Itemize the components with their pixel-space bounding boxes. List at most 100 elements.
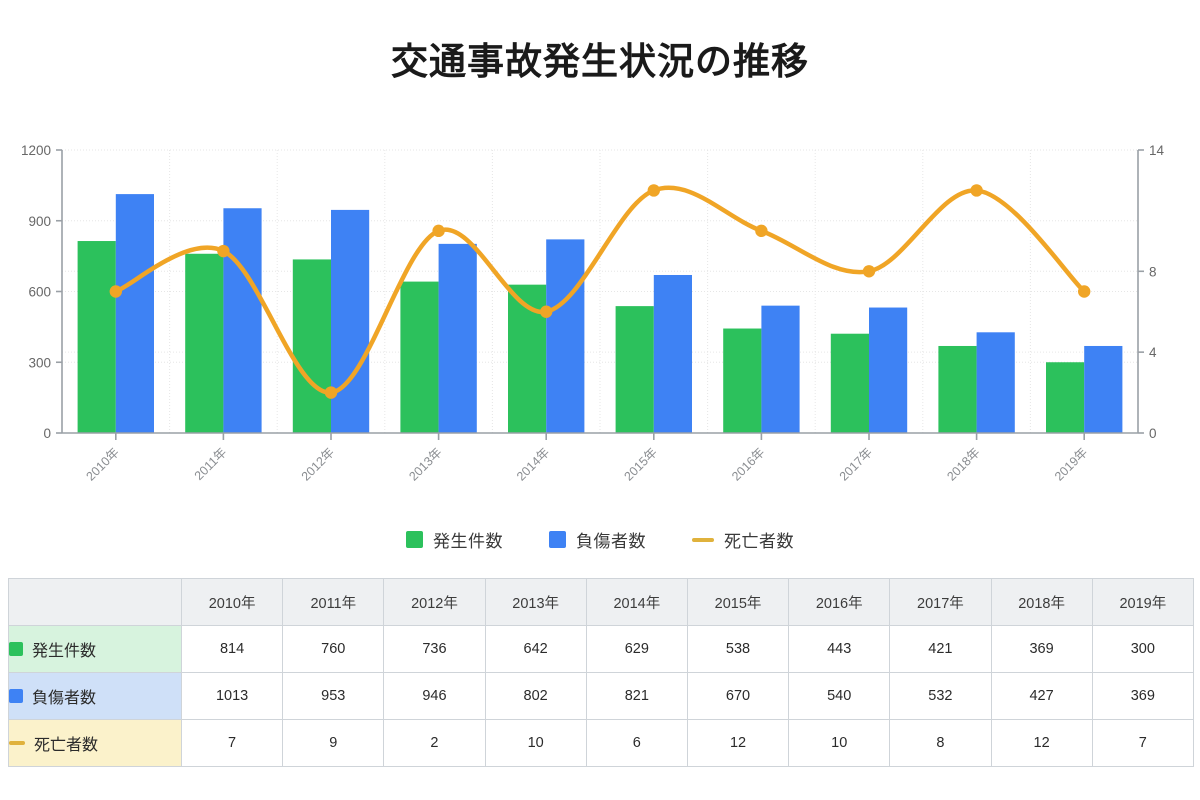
table-cell: 7 bbox=[180, 719, 284, 767]
bar-occurrences[interactable] bbox=[185, 253, 224, 433]
table-cell: 7 bbox=[1091, 719, 1195, 767]
legend-item-2[interactable]: 負傷者数 bbox=[549, 527, 646, 552]
line-marker-deaths[interactable] bbox=[1078, 285, 1091, 298]
bar-injured[interactable] bbox=[223, 208, 262, 433]
bar-occurrences[interactable] bbox=[508, 284, 547, 433]
legend-label: 発生件数 bbox=[433, 532, 503, 551]
table-row-label: 負傷者数 bbox=[32, 690, 97, 707]
bar-occurrences[interactable] bbox=[400, 281, 439, 433]
table-cell: 369 bbox=[990, 625, 1093, 673]
legend-line-marker-icon bbox=[692, 537, 714, 542]
line-marker-deaths[interactable] bbox=[324, 386, 338, 399]
axis-tick-label-x: 2015年 bbox=[622, 445, 660, 483]
table-cell: 540 bbox=[788, 672, 891, 720]
table-cell: 12 bbox=[990, 719, 1093, 767]
table-col-header: 2014年 bbox=[585, 578, 688, 626]
legend-label: 負傷者数 bbox=[576, 532, 646, 551]
legend-swatch-icon bbox=[549, 531, 566, 548]
table-cell: 8 bbox=[889, 719, 992, 767]
bar-occurrences[interactable] bbox=[77, 241, 116, 433]
bar-injured[interactable] bbox=[976, 332, 1015, 433]
axis-tick-label-x: 2016年 bbox=[729, 445, 767, 483]
bar-injured[interactable] bbox=[438, 243, 477, 433]
bar-occurrences[interactable] bbox=[292, 259, 331, 433]
table-cell: 814 bbox=[180, 625, 284, 673]
table-row-header: 負傷者数 bbox=[8, 672, 182, 720]
line-marker-deaths[interactable] bbox=[970, 184, 983, 197]
table-cell: 10 bbox=[484, 719, 587, 767]
table-cell: 532 bbox=[889, 672, 992, 720]
axis-tick-label-left: 1200 bbox=[21, 143, 51, 158]
row-swatch-icon bbox=[9, 642, 23, 656]
line-deaths[interactable] bbox=[113, 185, 1087, 395]
line-marker-deaths[interactable] bbox=[647, 184, 660, 197]
table-row-header: 発生件数 bbox=[8, 625, 182, 673]
table-cell: 538 bbox=[686, 625, 790, 673]
chart-container: 0 300 600 900 1200 0 4 8 14 2010年 2011年 2012年 2013年 2… bbox=[0, 130, 1200, 510]
table-row: 死亡者数 7 9 2 10 6 12 10 8 12 7 bbox=[8, 719, 1195, 767]
bar-occurrences[interactable] bbox=[830, 333, 869, 433]
page-title: 交通事故発生状況の推移 bbox=[391, 41, 809, 82]
bar-injured[interactable] bbox=[761, 305, 800, 433]
bar-injured[interactable] bbox=[869, 307, 908, 433]
line-marker-deaths[interactable] bbox=[432, 224, 445, 238]
table-col-header: 2016年 bbox=[788, 578, 891, 626]
axis-tick-label-right: 8 bbox=[1149, 264, 1157, 279]
table-cell: 9 bbox=[282, 719, 385, 767]
row-swatch-icon bbox=[9, 689, 23, 703]
bar-occurrences[interactable] bbox=[938, 345, 977, 433]
axis-tick-label-left: 300 bbox=[28, 355, 51, 370]
axis-tick-label-right: 0 bbox=[1149, 426, 1157, 441]
legend-item-1[interactable]: 発生件数 bbox=[406, 527, 503, 552]
bar-occurrences[interactable] bbox=[1046, 362, 1085, 433]
table-col-header: 2010年 bbox=[180, 578, 284, 626]
axis-tick-label-x: 2011年 bbox=[192, 445, 230, 483]
bar-injured[interactable] bbox=[115, 194, 154, 433]
table-cell: 953 bbox=[282, 672, 385, 720]
table-cell: 821 bbox=[585, 672, 688, 720]
table-cell: 736 bbox=[383, 625, 486, 673]
axis-tick-label-x: 2012年 bbox=[299, 445, 337, 483]
table-col-header: 2012年 bbox=[383, 578, 486, 626]
table-cell: 1013 bbox=[180, 672, 284, 720]
table-col-header: 2019年 bbox=[1091, 578, 1195, 626]
legend-label: 死亡者数 bbox=[724, 532, 794, 551]
axis-tick-label-x: 2019年 bbox=[1052, 445, 1090, 483]
row-line-marker-icon bbox=[9, 741, 25, 745]
table-cell: 443 bbox=[788, 625, 891, 673]
axis-tick-label-x: 2013年 bbox=[406, 445, 444, 483]
table-cell: 670 bbox=[686, 672, 790, 720]
table-row-label: 死亡者数 bbox=[34, 737, 99, 754]
bar-injured[interactable] bbox=[1084, 345, 1123, 433]
chart-legend: 発生件数 負傷者数 死亡者数 bbox=[0, 527, 1200, 552]
line-marker-deaths[interactable] bbox=[217, 244, 230, 258]
bar-injured[interactable] bbox=[653, 274, 692, 433]
line-marker-deaths[interactable] bbox=[540, 305, 553, 318]
axis-tick-label-left: 600 bbox=[28, 285, 51, 300]
table-cell: 946 bbox=[383, 672, 486, 720]
table-row-label: 発生件数 bbox=[32, 643, 97, 660]
bar-injured[interactable] bbox=[331, 209, 370, 433]
table-col-header: 2018年 bbox=[990, 578, 1093, 626]
combo-chart: 0 300 600 900 1200 0 4 8 14 2010年 2011年 2012年 2013年 2… bbox=[21, 143, 1165, 484]
table-cell: 427 bbox=[990, 672, 1093, 720]
table-cell: 10 bbox=[788, 719, 891, 767]
axis-tick-label-x: 2017年 bbox=[837, 445, 875, 483]
table-row-header: 死亡者数 bbox=[8, 719, 182, 767]
axis-tick-label-x: 2010年 bbox=[84, 445, 122, 483]
table-cell: 6 bbox=[585, 719, 688, 767]
table-row: 発生件数 814 760 736 642 629 538 443 421 369 300 bbox=[8, 625, 1195, 673]
table-cell: 369 bbox=[1091, 672, 1195, 720]
axis-tick-label-left: 0 bbox=[43, 426, 51, 441]
axis-tick-label-x: 2014年 bbox=[514, 445, 552, 483]
line-marker-deaths[interactable] bbox=[755, 224, 768, 238]
table-header-row: 2010年 2011年 2012年 2013年 2014年 2015年 2016年 2017年… bbox=[8, 578, 1195, 626]
bar-occurrences[interactable] bbox=[615, 306, 654, 433]
line-marker-deaths[interactable] bbox=[862, 265, 876, 278]
legend-item-3[interactable]: 死亡者数 bbox=[692, 527, 794, 552]
table-cell: 421 bbox=[889, 625, 992, 673]
bar-occurrences[interactable] bbox=[723, 328, 762, 433]
line-marker-deaths[interactable] bbox=[109, 285, 123, 298]
bar-injured[interactable] bbox=[546, 239, 585, 433]
table-cell: 2 bbox=[383, 719, 486, 767]
